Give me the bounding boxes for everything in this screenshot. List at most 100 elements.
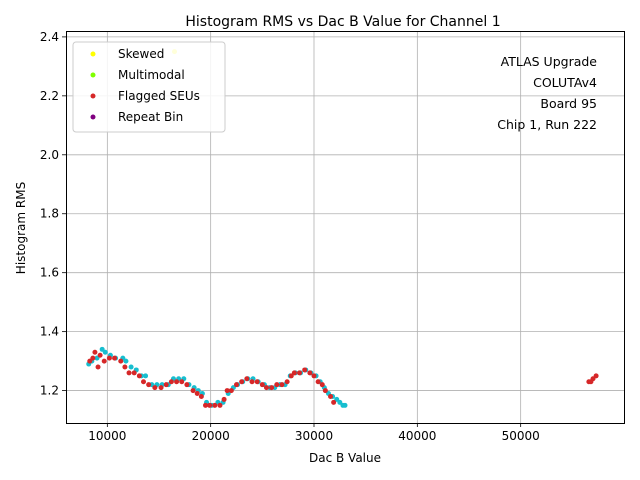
legend-label: Skewed	[118, 47, 164, 61]
flagged-seus-point	[87, 358, 93, 364]
flagged-seus-point	[152, 385, 158, 391]
flagged-seus-point	[311, 373, 317, 379]
flagged-seus-point	[212, 402, 218, 408]
flagged-seus-point	[92, 349, 98, 355]
y-tick-label: 1.6	[40, 266, 59, 280]
flagged-seus-point	[269, 385, 275, 391]
flagged-seus-point	[136, 373, 142, 379]
flagged-seus-point	[131, 370, 137, 376]
axis-ticks: 10000 20000 30000 40000 50000 1.2 1.4 1.6 1.8 2.0…	[40, 30, 540, 443]
flagged-seus-point	[291, 370, 297, 376]
flagged-seus-point	[590, 376, 596, 382]
all-points-point	[99, 346, 105, 352]
flagged-seus-point	[221, 396, 227, 402]
flagged-seus-point	[158, 385, 164, 391]
legend-marker-repeat-bin	[90, 114, 96, 120]
flagged-seus-point	[112, 355, 118, 361]
flagged-seus-point	[302, 367, 308, 373]
flagged-seus-point	[328, 393, 334, 399]
legend-label: Multimodal	[118, 68, 185, 82]
flagged-seus-point	[126, 370, 132, 376]
annotation: ATLAS Upgrade COLUTAv4 Board 95 Chip 1, Run…	[497, 54, 597, 132]
y-tick-label: 1.4	[40, 325, 59, 339]
flagged-seus-point	[207, 402, 213, 408]
flagged-seus-point	[179, 379, 185, 385]
flagged-seus-point	[593, 373, 599, 379]
legend-marker-skewed	[90, 51, 96, 57]
flagged-seus-point	[331, 399, 337, 405]
all-points-point	[334, 396, 340, 402]
flagged-seus-point	[263, 385, 269, 391]
x-tick-label: 20000	[192, 429, 230, 443]
flagged-seus-point	[190, 388, 196, 394]
y-axis-title: Histogram RMS	[14, 182, 28, 274]
flagged-seus-point	[97, 352, 103, 358]
all-points-point	[123, 358, 129, 364]
all-points-point	[337, 399, 343, 405]
annotation-line: COLUTAv4	[533, 75, 597, 90]
flagged-seus-point	[146, 382, 152, 388]
plot-frame	[66, 31, 625, 424]
flagged-seus-point	[203, 402, 208, 408]
x-axis-title: Dac B Value	[309, 451, 381, 465]
all-points-point	[128, 364, 134, 370]
flagged-seus-point	[90, 355, 96, 361]
flagged-seus-point	[224, 388, 230, 394]
legend-box	[72, 41, 226, 133]
y-tick-label: 2.2	[40, 89, 59, 103]
legend-marker-flagged-seus	[90, 93, 96, 99]
y-tick-label: 1.2	[40, 384, 59, 398]
x-tick-label: 50000	[502, 429, 540, 443]
flagged-seus-point	[95, 364, 101, 370]
flagged-seus-point	[319, 382, 325, 388]
flagged-seus-point	[101, 358, 107, 364]
chart-title: Histogram RMS vs Dac B Value for Channel…	[185, 14, 500, 30]
annotation-line: ATLAS Upgrade	[501, 54, 598, 69]
flagged-seus-point	[288, 373, 294, 379]
annotation-line: Board 95	[540, 96, 597, 111]
flagged-seus-point	[174, 379, 180, 385]
flagged-seus-point	[322, 388, 328, 394]
flagged-seus-point	[254, 379, 260, 385]
flagged-seus-point	[122, 364, 128, 370]
flagged-seus-point	[217, 402, 223, 408]
flagged-seus-point	[163, 382, 169, 388]
flagged-seus-point	[315, 379, 321, 385]
all-points-point	[143, 373, 149, 379]
flagged-seus-point	[244, 376, 250, 382]
flagged-seus-point	[141, 379, 146, 385]
all-points-point	[102, 349, 108, 355]
flagged-seus-point	[307, 370, 313, 376]
flagged-seus-point	[228, 388, 234, 394]
flagged-seus-point	[239, 379, 245, 385]
x-tick-label: 40000	[398, 429, 436, 443]
all-points-point	[342, 402, 348, 408]
x-tick-label: 30000	[295, 429, 333, 443]
flagged-seus-point	[297, 370, 303, 376]
flagged-seus-point	[118, 358, 124, 364]
legend: Skewed Multimodal Flagged SEUs Repeat Bin	[72, 41, 226, 133]
data-points	[86, 49, 599, 408]
legend-marker-multimodal	[90, 72, 96, 78]
flagged-seus-point	[194, 391, 200, 397]
y-tick-label: 2.4	[40, 30, 59, 44]
flagged-seus-point	[234, 382, 239, 388]
flagged-seus-point	[198, 393, 204, 399]
y-tick-label: 2.0	[40, 148, 59, 162]
flagged-seus-point	[249, 379, 255, 385]
y-tick-label: 1.8	[40, 207, 59, 221]
grid	[66, 31, 624, 423]
x-tick-label: 10000	[88, 429, 126, 443]
legend-label: Flagged SEUs	[118, 89, 200, 103]
flagged-seus-point	[168, 379, 174, 385]
annotation-line: Chip 1, Run 222	[497, 117, 597, 132]
flagged-seus-point	[284, 379, 290, 385]
flagged-seus-point	[259, 382, 265, 388]
flagged-seus-point	[184, 382, 190, 388]
all-points-point	[94, 355, 100, 361]
flagged-seus-point	[106, 355, 112, 361]
legend-label: Repeat Bin	[118, 110, 183, 124]
flagged-seus-point	[274, 382, 280, 388]
flagged-seus-point	[279, 382, 285, 388]
